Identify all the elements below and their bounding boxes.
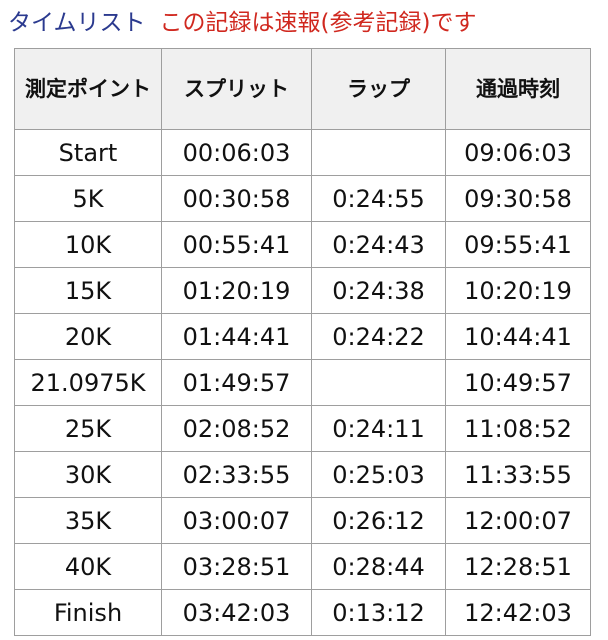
cell-lap: 0:24:43 (311, 221, 446, 268)
column-header-lap: ラップ (311, 48, 446, 130)
cell-point: 5K (14, 175, 162, 222)
table-row: 35K 03:00:07 0:26:12 12:00:07 (14, 497, 591, 544)
cell-point: 15K (14, 267, 162, 314)
cell-time: 09:06:03 (445, 129, 591, 176)
cell-point: 20K (14, 313, 162, 360)
table-row: 20K 01:44:41 0:24:22 10:44:41 (14, 313, 591, 360)
table-row: Finish 03:42:03 0:13:12 12:42:03 (14, 589, 591, 636)
cell-time: 11:33:55 (445, 451, 591, 498)
table-row: 5K 00:30:58 0:24:55 09:30:58 (14, 175, 591, 222)
table-row: 40K 03:28:51 0:28:44 12:28:51 (14, 543, 591, 590)
cell-lap: 0:24:38 (311, 267, 446, 314)
cell-split: 01:20:19 (161, 267, 312, 314)
cell-lap (311, 129, 446, 176)
table-row: 25K 02:08:52 0:24:11 11:08:52 (14, 405, 591, 452)
cell-split: 03:28:51 (161, 543, 312, 590)
cell-lap: 0:24:11 (311, 405, 446, 452)
cell-lap: 0:25:03 (311, 451, 446, 498)
cell-point: 10K (14, 221, 162, 268)
cell-time: 10:20:19 (445, 267, 591, 314)
table-row: 10K 00:55:41 0:24:43 09:55:41 (14, 221, 591, 268)
table-row: 15K 01:20:19 0:24:38 10:20:19 (14, 267, 591, 314)
cell-split: 03:00:07 (161, 497, 312, 544)
cell-split: 01:44:41 (161, 313, 312, 360)
cell-lap: 0:24:22 (311, 313, 446, 360)
cell-point: 30K (14, 451, 162, 498)
cell-time: 09:30:58 (445, 175, 591, 222)
cell-lap: 0:26:12 (311, 497, 446, 544)
cell-time: 09:55:41 (445, 221, 591, 268)
page-title: タイムリスト (8, 10, 146, 36)
column-header-split: スプリット (161, 48, 312, 130)
title-row: タイムリスト この記録は速報(参考記録)です (0, 0, 608, 40)
cell-time: 12:28:51 (445, 543, 591, 590)
cell-split: 00:06:03 (161, 129, 312, 176)
cell-point: Start (14, 129, 162, 176)
cell-time: 10:49:57 (445, 359, 591, 406)
table-row: 21.0975K 01:49:57 10:49:57 (14, 359, 591, 406)
cell-time: 12:00:07 (445, 497, 591, 544)
cell-split: 00:55:41 (161, 221, 312, 268)
table-row: Start 00:06:03 09:06:03 (14, 129, 591, 176)
column-header-point: 測定ポイント (14, 48, 162, 130)
cell-lap: 0:13:12 (311, 589, 446, 636)
cell-point: 35K (14, 497, 162, 544)
table-row: 30K 02:33:55 0:25:03 11:33:55 (14, 451, 591, 498)
cell-point: 25K (14, 405, 162, 452)
column-header-time: 通過時刻 (445, 48, 591, 130)
cell-point: 21.0975K (14, 359, 162, 406)
cell-time: 11:08:52 (445, 405, 591, 452)
cell-split: 00:30:58 (161, 175, 312, 222)
cell-split: 01:49:57 (161, 359, 312, 406)
cell-point: Finish (14, 589, 162, 636)
cell-time: 10:44:41 (445, 313, 591, 360)
cell-lap: 0:28:44 (311, 543, 446, 590)
cell-lap (311, 359, 446, 406)
time-list-table: 測定ポイント スプリット ラップ 通過時刻 Start 00:06:03 09:… (14, 48, 591, 636)
cell-split: 03:42:03 (161, 589, 312, 636)
cell-lap: 0:24:55 (311, 175, 446, 222)
preliminary-notice: この記録は速報(参考記録)です (159, 10, 477, 36)
cell-point: 40K (14, 543, 162, 590)
cell-split: 02:33:55 (161, 451, 312, 498)
table-header-row: 測定ポイント スプリット ラップ 通過時刻 (14, 48, 591, 130)
cell-time: 12:42:03 (445, 589, 591, 636)
cell-split: 02:08:52 (161, 405, 312, 452)
